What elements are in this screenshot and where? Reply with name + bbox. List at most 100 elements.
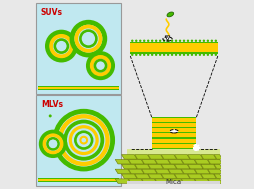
Bar bbox=[38, 178, 119, 179]
Text: MLVs: MLVs bbox=[41, 100, 63, 109]
Polygon shape bbox=[115, 179, 130, 183]
Circle shape bbox=[190, 40, 193, 42]
Polygon shape bbox=[121, 155, 136, 159]
Bar bbox=[151, 139, 196, 143]
Circle shape bbox=[182, 53, 184, 56]
Circle shape bbox=[166, 40, 169, 42]
Bar bbox=[127, 180, 219, 184]
Circle shape bbox=[214, 40, 216, 42]
Circle shape bbox=[82, 138, 85, 142]
Polygon shape bbox=[200, 174, 215, 178]
Polygon shape bbox=[181, 169, 196, 174]
Polygon shape bbox=[141, 169, 156, 174]
Bar bbox=[151, 122, 196, 123]
Polygon shape bbox=[134, 164, 150, 169]
Circle shape bbox=[142, 53, 145, 56]
Bar bbox=[151, 148, 196, 149]
Polygon shape bbox=[141, 160, 156, 164]
Bar bbox=[151, 133, 196, 137]
Polygon shape bbox=[213, 155, 221, 159]
Bar bbox=[127, 149, 219, 184]
Circle shape bbox=[162, 40, 165, 42]
Circle shape bbox=[206, 53, 208, 56]
Circle shape bbox=[56, 41, 66, 51]
Bar bbox=[151, 143, 196, 144]
Polygon shape bbox=[194, 160, 209, 164]
Polygon shape bbox=[128, 179, 143, 183]
Polygon shape bbox=[181, 179, 196, 183]
Polygon shape bbox=[121, 174, 136, 178]
Polygon shape bbox=[194, 169, 209, 174]
Bar bbox=[151, 123, 196, 127]
Polygon shape bbox=[200, 155, 215, 159]
Circle shape bbox=[131, 40, 133, 42]
Polygon shape bbox=[128, 169, 143, 174]
Polygon shape bbox=[154, 169, 170, 174]
Polygon shape bbox=[213, 164, 221, 169]
Polygon shape bbox=[167, 160, 183, 164]
Circle shape bbox=[150, 53, 153, 56]
Circle shape bbox=[182, 40, 184, 42]
Text: Mica: Mica bbox=[164, 179, 181, 185]
Circle shape bbox=[158, 53, 161, 56]
Circle shape bbox=[97, 62, 104, 69]
Bar bbox=[151, 117, 196, 118]
Circle shape bbox=[154, 40, 157, 42]
Polygon shape bbox=[194, 179, 209, 183]
Circle shape bbox=[138, 53, 141, 56]
Bar bbox=[151, 132, 196, 133]
Circle shape bbox=[170, 53, 173, 56]
Polygon shape bbox=[213, 174, 221, 178]
Circle shape bbox=[166, 53, 169, 56]
Polygon shape bbox=[147, 164, 163, 169]
Ellipse shape bbox=[169, 130, 178, 133]
Ellipse shape bbox=[166, 12, 173, 17]
Bar bbox=[38, 181, 119, 182]
Circle shape bbox=[71, 21, 105, 56]
Polygon shape bbox=[167, 169, 183, 174]
Circle shape bbox=[194, 53, 196, 56]
Circle shape bbox=[54, 110, 113, 170]
Circle shape bbox=[202, 40, 204, 42]
Circle shape bbox=[194, 40, 196, 42]
Circle shape bbox=[154, 53, 157, 56]
Polygon shape bbox=[154, 160, 170, 164]
Circle shape bbox=[174, 53, 177, 56]
Polygon shape bbox=[134, 174, 150, 178]
Polygon shape bbox=[167, 179, 183, 183]
Circle shape bbox=[82, 33, 94, 45]
Circle shape bbox=[135, 53, 137, 56]
Circle shape bbox=[142, 40, 145, 42]
Circle shape bbox=[40, 131, 66, 157]
Polygon shape bbox=[147, 174, 163, 178]
Bar bbox=[151, 118, 196, 122]
Polygon shape bbox=[207, 160, 221, 164]
Polygon shape bbox=[187, 155, 202, 159]
Bar bbox=[130, 43, 217, 52]
Circle shape bbox=[214, 53, 216, 56]
Polygon shape bbox=[174, 155, 189, 159]
Bar bbox=[151, 127, 196, 128]
Circle shape bbox=[158, 40, 161, 42]
Circle shape bbox=[190, 53, 193, 56]
Circle shape bbox=[131, 53, 133, 56]
Polygon shape bbox=[154, 179, 170, 183]
Polygon shape bbox=[187, 174, 202, 178]
Polygon shape bbox=[200, 164, 215, 169]
Circle shape bbox=[186, 40, 188, 42]
Text: SUVs: SUVs bbox=[41, 8, 63, 17]
Circle shape bbox=[178, 53, 181, 56]
Circle shape bbox=[174, 40, 177, 42]
Circle shape bbox=[186, 53, 188, 56]
Bar bbox=[130, 52, 217, 53]
Polygon shape bbox=[141, 179, 156, 183]
Circle shape bbox=[210, 40, 212, 42]
Bar bbox=[38, 87, 119, 89]
Polygon shape bbox=[165, 36, 169, 40]
Circle shape bbox=[146, 53, 149, 56]
Polygon shape bbox=[115, 169, 130, 174]
Polygon shape bbox=[121, 164, 136, 169]
Circle shape bbox=[135, 40, 137, 42]
Polygon shape bbox=[207, 179, 221, 183]
Polygon shape bbox=[207, 169, 221, 174]
